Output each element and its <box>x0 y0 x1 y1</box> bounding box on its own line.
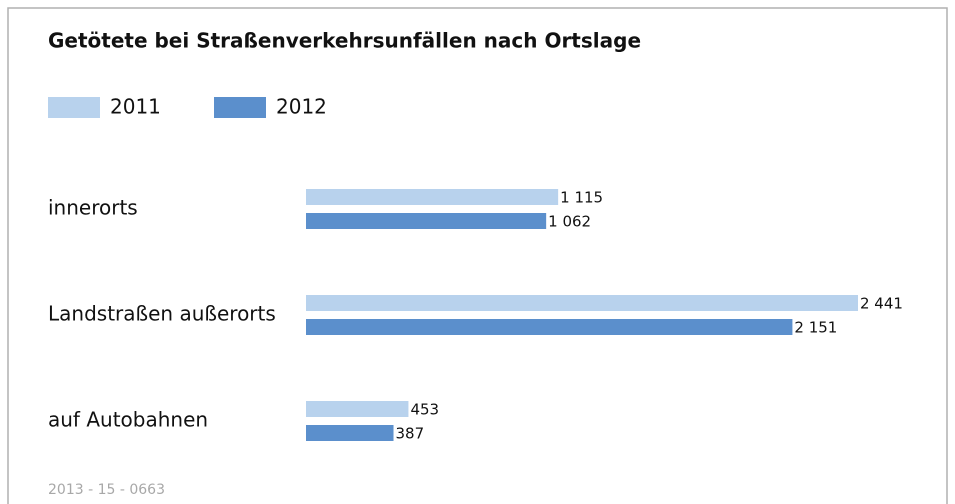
category-label: innerorts <box>48 196 138 220</box>
legend-swatch <box>48 97 100 118</box>
value-label: 2 151 <box>794 319 837 337</box>
bar <box>306 295 858 311</box>
value-label: 453 <box>410 401 439 419</box>
bar <box>306 425 394 441</box>
category-label: auf Autobahnen <box>48 408 208 432</box>
bar <box>306 213 547 229</box>
footnote: 2013 - 15 - 0663 <box>48 482 165 498</box>
bar <box>306 189 559 205</box>
chart-title: Getötete bei Straßenverkehrsunfällen nac… <box>48 29 641 53</box>
value-label: 387 <box>396 425 425 443</box>
value-label: 1 062 <box>548 213 591 231</box>
legend-label: 2012 <box>276 95 327 119</box>
legend-swatch <box>214 97 266 118</box>
category-label: Landstraßen außerorts <box>48 302 276 326</box>
bar <box>306 319 793 335</box>
value-label: 2 441 <box>860 295 903 313</box>
bar <box>306 401 409 417</box>
legend-label: 2011 <box>110 95 161 119</box>
value-label: 1 115 <box>560 189 603 207</box>
frame <box>7 7 948 504</box>
